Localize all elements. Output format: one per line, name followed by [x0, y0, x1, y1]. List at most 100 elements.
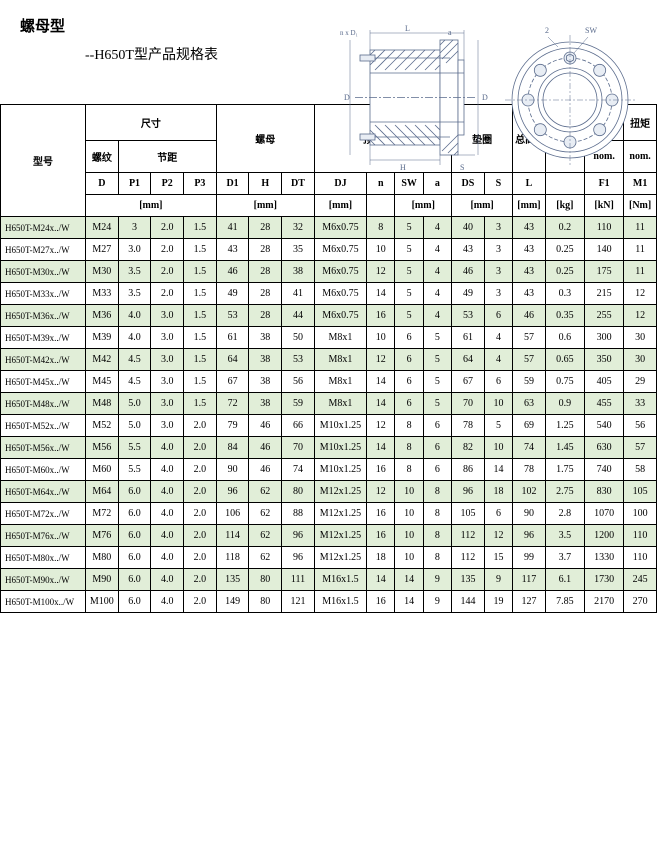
cell-m1: 11	[624, 261, 657, 283]
th-n: n	[367, 173, 395, 195]
cell-wt: 3.7	[545, 547, 584, 569]
cell-h: 80	[249, 591, 282, 613]
th-wt-blank	[545, 173, 584, 195]
cell-p3: 2.0	[184, 415, 217, 437]
cell-wt: 6.1	[545, 569, 584, 591]
cell-dt: 56	[282, 371, 315, 393]
th-unit-mm5: [mm]	[452, 195, 513, 217]
label-l: L	[405, 25, 410, 33]
cell-p2: 4.0	[151, 569, 184, 591]
th-unit-blank1	[367, 195, 395, 217]
cell-p2: 2.0	[151, 217, 184, 239]
th-thread: 螺纹	[85, 141, 118, 173]
cell-sw: 10	[395, 525, 423, 547]
cell-dj: M8x1	[314, 371, 366, 393]
cell-h: 38	[249, 371, 282, 393]
cell-model: H650T-M45x../W	[1, 371, 86, 393]
cell-ds: 144	[452, 591, 485, 613]
cell-l: 43	[513, 283, 546, 305]
cell-p2: 3.0	[151, 327, 184, 349]
cell-f1: 405	[585, 371, 624, 393]
cell-model: H650T-M52x../W	[1, 415, 86, 437]
cell-d1: 90	[216, 459, 249, 481]
cell-sw: 10	[395, 503, 423, 525]
table-row: H650T-M60x../WM605.54.02.0904674M10x1.25…	[1, 459, 657, 481]
cell-p3: 1.5	[184, 327, 217, 349]
cell-p2: 4.0	[151, 437, 184, 459]
cell-sw: 5	[395, 305, 423, 327]
th-p2: P2	[151, 173, 184, 195]
cell-p1: 4.0	[118, 327, 151, 349]
th-l: L	[513, 173, 546, 195]
cell-p2: 2.0	[151, 261, 184, 283]
cell-n: 16	[367, 503, 395, 525]
cell-p3: 2.0	[184, 481, 217, 503]
cell-p2: 4.0	[151, 591, 184, 613]
cell-l: 43	[513, 239, 546, 261]
cell-dj: M12x1.25	[314, 525, 366, 547]
cell-sw: 5	[395, 217, 423, 239]
cell-sw: 6	[395, 327, 423, 349]
cell-dj: M12x1.25	[314, 481, 366, 503]
cell-p3: 2.0	[184, 569, 217, 591]
cell-dt: 70	[282, 437, 315, 459]
th-h: H	[249, 173, 282, 195]
label-2: 2	[545, 26, 549, 35]
cell-h: 46	[249, 459, 282, 481]
cell-dj: M16x1.5	[314, 591, 366, 613]
cell-f1: 110	[585, 217, 624, 239]
cell-sw: 8	[395, 459, 423, 481]
cell-s: 19	[484, 591, 512, 613]
label-a: a	[448, 28, 452, 37]
cell-m1: 56	[624, 415, 657, 437]
cell-sw: 6	[395, 371, 423, 393]
cell-f1: 1070	[585, 503, 624, 525]
cell-h: 62	[249, 525, 282, 547]
cell-h: 38	[249, 393, 282, 415]
cell-a: 5	[423, 349, 451, 371]
cell-p2: 3.0	[151, 349, 184, 371]
table-row: H650T-M30x../WM303.52.01.5462838M6x0.751…	[1, 261, 657, 283]
table-row: H650T-M39x../WM394.03.01.5613850M8x11065…	[1, 327, 657, 349]
cell-wt: 0.3	[545, 283, 584, 305]
cell-wt: 0.6	[545, 327, 584, 349]
cell-s: 10	[484, 437, 512, 459]
cell-m1: 100	[624, 503, 657, 525]
table-row: H650T-M100x../WM1006.04.02.014980121M16x…	[1, 591, 657, 613]
cell-m1: 110	[624, 525, 657, 547]
cell-f1: 300	[585, 327, 624, 349]
th-sw: SW	[395, 173, 423, 195]
cell-dj: M12x1.25	[314, 547, 366, 569]
label-nxd: n x D₁	[340, 29, 358, 37]
cell-p1: 4.5	[118, 349, 151, 371]
table-row: H650T-M48x../WM485.03.01.5723859M8x11465…	[1, 393, 657, 415]
cell-d: M72	[85, 503, 118, 525]
cell-h: 28	[249, 305, 282, 327]
cell-f1: 540	[585, 415, 624, 437]
cell-wt: 0.65	[545, 349, 584, 371]
cell-dt: 32	[282, 217, 315, 239]
cell-p2: 3.0	[151, 305, 184, 327]
cell-f1: 140	[585, 239, 624, 261]
cell-a: 6	[423, 415, 451, 437]
cell-dt: 121	[282, 591, 315, 613]
cell-l: 59	[513, 371, 546, 393]
cell-d1: 43	[216, 239, 249, 261]
cell-h: 38	[249, 327, 282, 349]
table-row: H650T-M56x../WM565.54.02.0844670M10x1.25…	[1, 437, 657, 459]
cell-a: 4	[423, 239, 451, 261]
cell-n: 14	[367, 283, 395, 305]
cell-model: H650T-M64x../W	[1, 481, 86, 503]
cell-dj: M12x1.25	[314, 503, 366, 525]
cell-p3: 1.5	[184, 283, 217, 305]
th-dj: DJ	[314, 173, 366, 195]
cell-d: M24	[85, 217, 118, 239]
cell-dj: M6x0.75	[314, 239, 366, 261]
cell-sw: 10	[395, 481, 423, 503]
cell-d: M48	[85, 393, 118, 415]
cell-a: 8	[423, 503, 451, 525]
cell-h: 46	[249, 437, 282, 459]
cell-ds: 49	[452, 283, 485, 305]
cell-p2: 4.0	[151, 481, 184, 503]
cell-l: 78	[513, 459, 546, 481]
